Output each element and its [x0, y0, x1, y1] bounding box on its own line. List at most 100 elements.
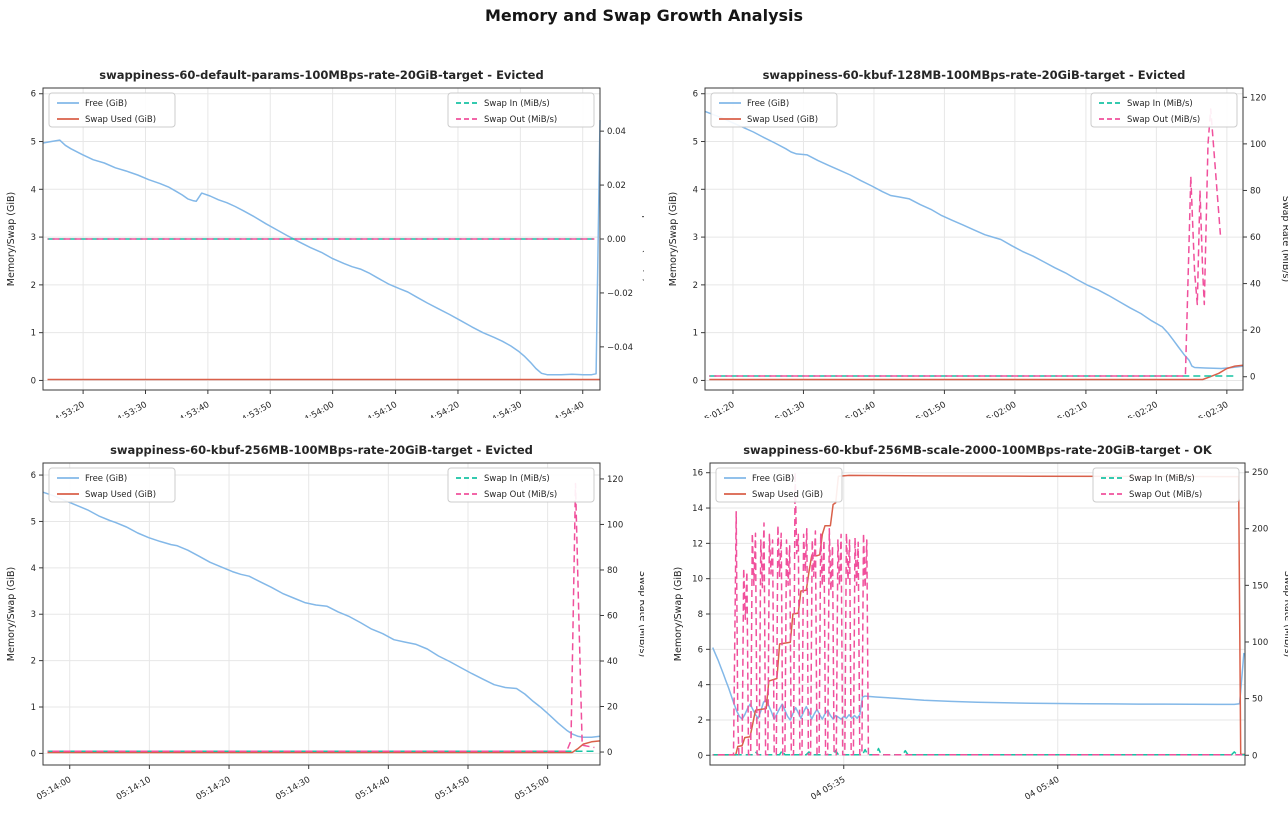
subplot-top-right-canvas: 05:01:20 05:01:30 05:01:40 05:01:50 05:02:00… — [668, 68, 1288, 418]
y-axis-right: −0.04 −0.02 0.00 0.02 0.04 — [600, 127, 633, 353]
y-tick-label: 3 — [693, 233, 698, 243]
swap-out-line — [712, 471, 1245, 756]
y-tick-label: 4 — [31, 564, 36, 574]
legend-label: Swap Out (MiB/s) — [1127, 115, 1200, 125]
swap-used-line — [47, 740, 601, 754]
x-tick-label: 04 05:35 — [809, 775, 847, 803]
y-tick-label: 2 — [698, 716, 703, 726]
x-axis: 04:53:20 04:53:30 04:53:40 04:53:50 04:54:00… — [49, 390, 586, 418]
y-tick-label: 200 — [1252, 525, 1268, 535]
x-tick-label: 05:02:10 — [1051, 400, 1089, 418]
legend-label: Swap Used (GiB) — [85, 490, 156, 500]
subplot-title: swappiness-60-kbuf-256MB-scale-2000-100M… — [743, 443, 1213, 457]
y-tick-label: 0 — [1252, 751, 1257, 761]
y-tick-label: 4 — [31, 185, 36, 195]
x-tick-label: 04:54:10 — [361, 400, 399, 418]
legend: Swap In (MiB/s) Swap Out (MiB/s) — [1092, 467, 1240, 503]
subplot-title: swappiness-60-default-params-100MBps-rat… — [99, 68, 543, 82]
y-axis-left: 0 1 2 3 4 5 6 — [31, 471, 43, 759]
y-axis-right-label: Swap Rate (MiB/s) — [1282, 571, 1288, 657]
legend-label: Free (GiB) — [747, 99, 789, 109]
y-tick-label: 60 — [607, 611, 618, 621]
y-tick-label: 0 — [607, 748, 612, 758]
y-axis-right: 0 20 40 60 80 100 120 — [600, 475, 623, 758]
y-tick-label: 12 — [692, 539, 703, 549]
x-tick-label: 05:14:30 — [274, 775, 312, 803]
y-axis-left: 0 1 2 3 4 5 6 — [693, 90, 705, 386]
legend-label: Free (GiB) — [752, 474, 794, 484]
x-axis: 05:01:20 05:01:30 05:01:40 05:01:50 05:02:00… — [698, 390, 1230, 418]
subplot-bottom-right-canvas: 04 05:35 04 05:40 0 2 4 6 8 10 12 14 16 0 50 100 150 20… — [673, 443, 1288, 803]
legend: Swap In (MiB/s) Swap Out (MiB/s) — [447, 92, 595, 128]
x-tick-label: 05:14:00 — [35, 775, 73, 803]
y-tick-label: 10 — [692, 575, 703, 585]
y-tick-label: 2 — [31, 657, 36, 667]
y-tick-label: 3 — [31, 610, 36, 620]
subplot-top-right: 05:01:20 05:01:30 05:01:40 05:01:50 05:02:00… — [644, 44, 1288, 418]
legend: Free (GiB) Swap Used (GiB) — [48, 92, 176, 128]
swap-used-line — [712, 474, 1245, 756]
y-axis-right: 0 50 100 150 200 250 — [1245, 468, 1268, 761]
y-tick-label: 5 — [31, 138, 36, 148]
legend-label: Swap Out (MiB/s) — [484, 490, 557, 500]
x-tick-label: 05:14:50 — [433, 775, 471, 803]
y-tick-label: 1 — [693, 329, 698, 339]
y-tick-label: 3 — [31, 233, 36, 243]
y-tick-label: −0.04 — [607, 343, 633, 353]
y-tick-label: 1 — [31, 329, 36, 339]
subplot-top-left: 04:53:20 04:53:30 04:53:40 04:53:50 04:54:00… — [0, 44, 644, 418]
y-tick-label: 100 — [1250, 140, 1266, 150]
legend-label: Free (GiB) — [85, 474, 127, 484]
y-tick-label: 80 — [1250, 186, 1261, 196]
y-tick-label: 0 — [1250, 373, 1255, 383]
y-tick-label: 2 — [693, 281, 698, 291]
x-tick-label: 04:54:20 — [423, 400, 461, 418]
free-line — [704, 110, 1244, 370]
swap-in-line — [712, 747, 1245, 756]
y-tick-label: 0.00 — [607, 235, 626, 245]
free-line — [42, 491, 601, 738]
legend-label: Swap Used (GiB) — [752, 490, 823, 500]
y-axis-right-label: Swap Rate (MiB/s) — [637, 571, 644, 657]
y-axis-right-label: Swap Rate (MiB/s) — [1280, 196, 1288, 282]
legend: Swap In (MiB/s) Swap Out (MiB/s) — [447, 467, 595, 503]
free-line — [712, 647, 1245, 721]
y-tick-label: 0 — [31, 749, 36, 759]
y-tick-label: 120 — [607, 475, 623, 485]
y-tick-label: 6 — [693, 90, 698, 100]
y-tick-label: 120 — [1250, 93, 1266, 103]
y-tick-label: 5 — [693, 138, 698, 148]
legend-label: Swap In (MiB/s) — [1127, 99, 1193, 109]
grid — [43, 463, 600, 765]
y-tick-label: 40 — [607, 657, 618, 667]
y-axis-left-label: Memory/Swap (GiB) — [668, 192, 679, 286]
legend-label: Swap In (MiB/s) — [484, 474, 550, 484]
y-tick-label: 40 — [1250, 280, 1261, 290]
legend: Swap In (MiB/s) Swap Out (MiB/s) — [1090, 92, 1238, 128]
legend-label: Free (GiB) — [85, 99, 127, 109]
y-tick-label: 4 — [698, 681, 703, 691]
x-tick-label: 05:02:20 — [1122, 400, 1160, 418]
subplot-top-left-canvas: 04:53:20 04:53:30 04:53:40 04:53:50 04:54:00… — [6, 68, 644, 418]
swap-out-line — [47, 482, 595, 753]
subplot-title: swappiness-60-kbuf-256MB-100MBps-rate-20… — [110, 443, 533, 457]
page-title: Memory and Swap Growth Analysis — [484, 6, 804, 25]
y-axis-left-label: Memory/Swap (GiB) — [673, 567, 684, 661]
y-tick-label: 0.04 — [607, 127, 626, 137]
x-tick-label: 04:53:50 — [236, 400, 274, 418]
legend-label: Swap Out (MiB/s) — [484, 115, 557, 125]
y-tick-label: 6 — [31, 471, 36, 481]
y-tick-label: 5 — [31, 517, 36, 527]
subplot-title: swappiness-60-kbuf-128MB-100MBps-rate-20… — [763, 68, 1186, 82]
legend-label: Swap Used (GiB) — [85, 115, 156, 125]
legend-label: Swap Out (MiB/s) — [1129, 490, 1202, 500]
legend-label: Swap In (MiB/s) — [1129, 474, 1195, 484]
y-tick-label: −0.02 — [607, 289, 633, 299]
subplot-bottom-left: 05:14:00 05:14:10 05:14:20 05:14:30 05:14:40… — [0, 418, 644, 824]
y-axis-left: 0 1 2 3 4 5 6 — [31, 90, 43, 386]
x-tick-label: 04:53:20 — [49, 400, 87, 418]
legend: Free (GiB) Swap Used (GiB) — [715, 467, 843, 503]
subplot-bottom-right: 04 05:35 04 05:40 0 2 4 6 8 10 12 14 16 0 50 100 150 20… — [644, 418, 1288, 824]
y-tick-label: 8 — [698, 610, 703, 620]
